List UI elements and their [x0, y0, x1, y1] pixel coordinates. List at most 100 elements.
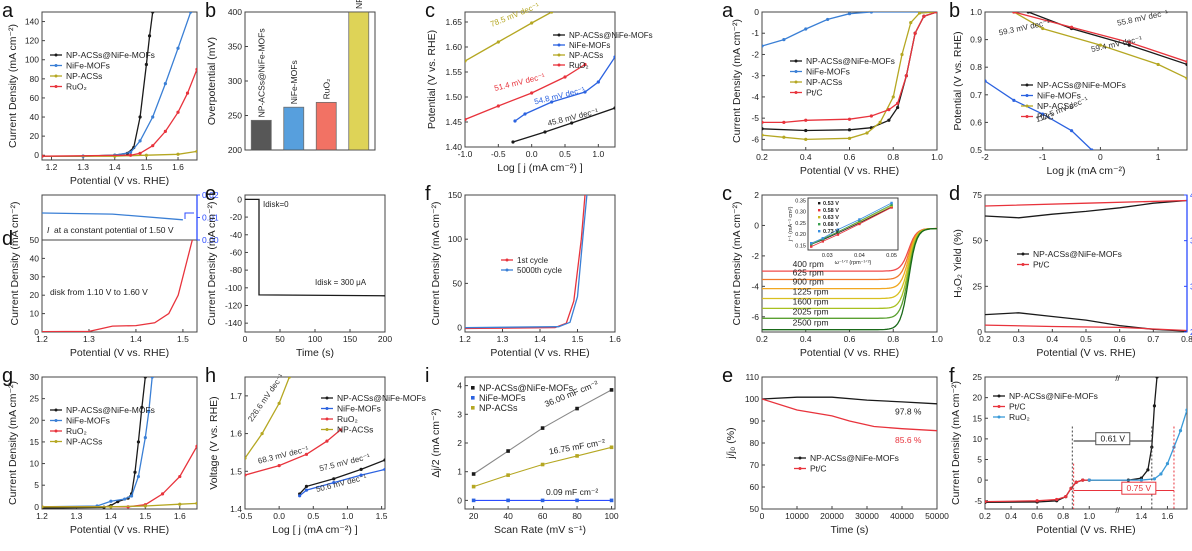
x-tick-label: 1.4: [1135, 511, 1147, 521]
legend-marker: [997, 415, 1001, 419]
panel-letter: a: [722, 0, 734, 22]
slope-annotation: 226.6 mV dec⁻¹: [246, 372, 286, 424]
y2-tick-label: 3.0: [1190, 281, 1192, 291]
data-point: [1064, 495, 1068, 499]
series-line: [762, 227, 937, 290]
y-tick-label: 80: [30, 74, 40, 84]
legend-label: Pt/C: [1009, 402, 1026, 412]
data-point: [151, 144, 155, 148]
legend-label: Pt/C: [810, 464, 827, 474]
y2-tick-label: 2.5: [1190, 327, 1192, 337]
data-point: [1012, 12, 1016, 14]
y-tick-label: 10: [30, 309, 40, 319]
inset-chart: 0.03 0.04 0.05 0.15 0.20 0.25 0.30 0.35 ω⁻¹ᐟ² (r…: [788, 197, 899, 266]
data-point: [42, 154, 44, 158]
data-point: [496, 104, 500, 108]
x-tick-label: 60: [538, 511, 548, 521]
y-tick-label: 20: [30, 131, 40, 141]
y-tick-label: 80: [750, 438, 760, 448]
data-point: [609, 388, 614, 392]
data-point: [109, 505, 113, 509]
legend-label: NP-ACSs@NiFe-MOFs: [66, 50, 155, 60]
data-point: [150, 377, 154, 379]
y-tick-label: -6: [751, 312, 759, 322]
x-tick-label: 1.4: [105, 511, 117, 521]
bar: [283, 106, 305, 151]
data-point: [900, 52, 904, 57]
series-line: [465, 12, 553, 62]
y-tick-label: 25: [973, 372, 983, 382]
data-point: [109, 499, 113, 503]
rpm-label: 1600 rpm: [793, 296, 829, 306]
chart-oer-e: 0 50 100 150 200 0 -20 -40 -60 -80 -100 -120 -140 Tim…: [205, 183, 392, 359]
x-tick-label: -1.0: [458, 149, 473, 159]
x-tick-label: 0.4: [800, 152, 812, 162]
series-line: [245, 198, 385, 297]
data-point: [138, 151, 142, 155]
y-tick-label: -1: [751, 28, 759, 38]
data-point: [1069, 129, 1074, 133]
data-point: [869, 114, 873, 118]
x-axis-label: Potential (V vs. RHE): [1036, 347, 1135, 359]
panel-letter: h: [205, 365, 216, 387]
legend-marker: [794, 59, 798, 63]
x-axis-label: Scan Rate (mV s⁻¹): [494, 524, 586, 536]
data-point: [1185, 62, 1187, 67]
chart-orr-d: 0.2 0.3 0.4 0.5 0.6 0.7 0.8 0 25 50 75 Potential (V…: [949, 183, 1192, 359]
data-point: [163, 82, 167, 86]
series-line: [762, 398, 937, 432]
inset-legend-marker: [818, 202, 821, 205]
data-point: [1185, 60, 1187, 64]
x-tick-label: 0: [760, 511, 765, 521]
data-point: [804, 27, 808, 31]
legend-marker: [54, 408, 58, 412]
inset-point: [858, 222, 861, 226]
data-point: [865, 131, 869, 135]
series-line: [42, 69, 197, 157]
y-tick-label: 0: [237, 194, 242, 204]
series-line: [762, 227, 937, 281]
series-line: [42, 12, 154, 157]
panel-letter: f: [425, 183, 431, 205]
y-tick-label: 50: [973, 236, 983, 246]
x-tick-label: 1.6: [172, 162, 184, 172]
plot-area: [465, 195, 588, 330]
legend-marker: [798, 467, 802, 470]
x-tick-label: 0: [1098, 152, 1103, 162]
inset-point: [821, 237, 824, 240]
data-point: [1012, 98, 1016, 102]
fit-line: [473, 446, 612, 488]
data-point: [195, 149, 197, 154]
y-tick-label: 1: [457, 467, 462, 477]
data-point: [613, 106, 615, 110]
panel-letter: a: [2, 0, 14, 22]
data-point: [985, 79, 987, 83]
panel-letter: b: [949, 0, 960, 22]
y-tick-label: 1.40: [445, 142, 462, 152]
legend-marker: [325, 407, 329, 410]
plot-frame: [984, 194, 1188, 333]
data-point: [513, 119, 517, 123]
legend-marker: [325, 428, 329, 431]
y-tick-label: 15: [30, 437, 40, 447]
data-point: [506, 498, 510, 503]
plot-frame: [41, 11, 198, 161]
x-tick-label: 0.8: [887, 152, 899, 162]
x-tick-label: 1.0: [342, 511, 354, 521]
plot-frame: [984, 376, 1188, 510]
x-tick-label: 0.2: [979, 511, 991, 521]
y2-tick-label: 3.5: [1190, 236, 1192, 246]
series-line: [762, 227, 937, 310]
y-tick-label: -3: [751, 71, 759, 81]
x-tick-label: -0.5: [238, 511, 253, 521]
legend-label: NiFe-MOFs: [66, 416, 110, 426]
data-point: [782, 120, 786, 124]
y-tick-label: -5: [974, 496, 982, 506]
y-tick-label: 120: [25, 36, 39, 46]
series-line: [1013, 12, 1187, 63]
inset-y-tick-label: 0.35: [795, 198, 806, 204]
data-point: [260, 431, 264, 436]
x-axis-label: Potential (V vs. RHE): [70, 524, 169, 536]
data-point: [195, 444, 197, 448]
